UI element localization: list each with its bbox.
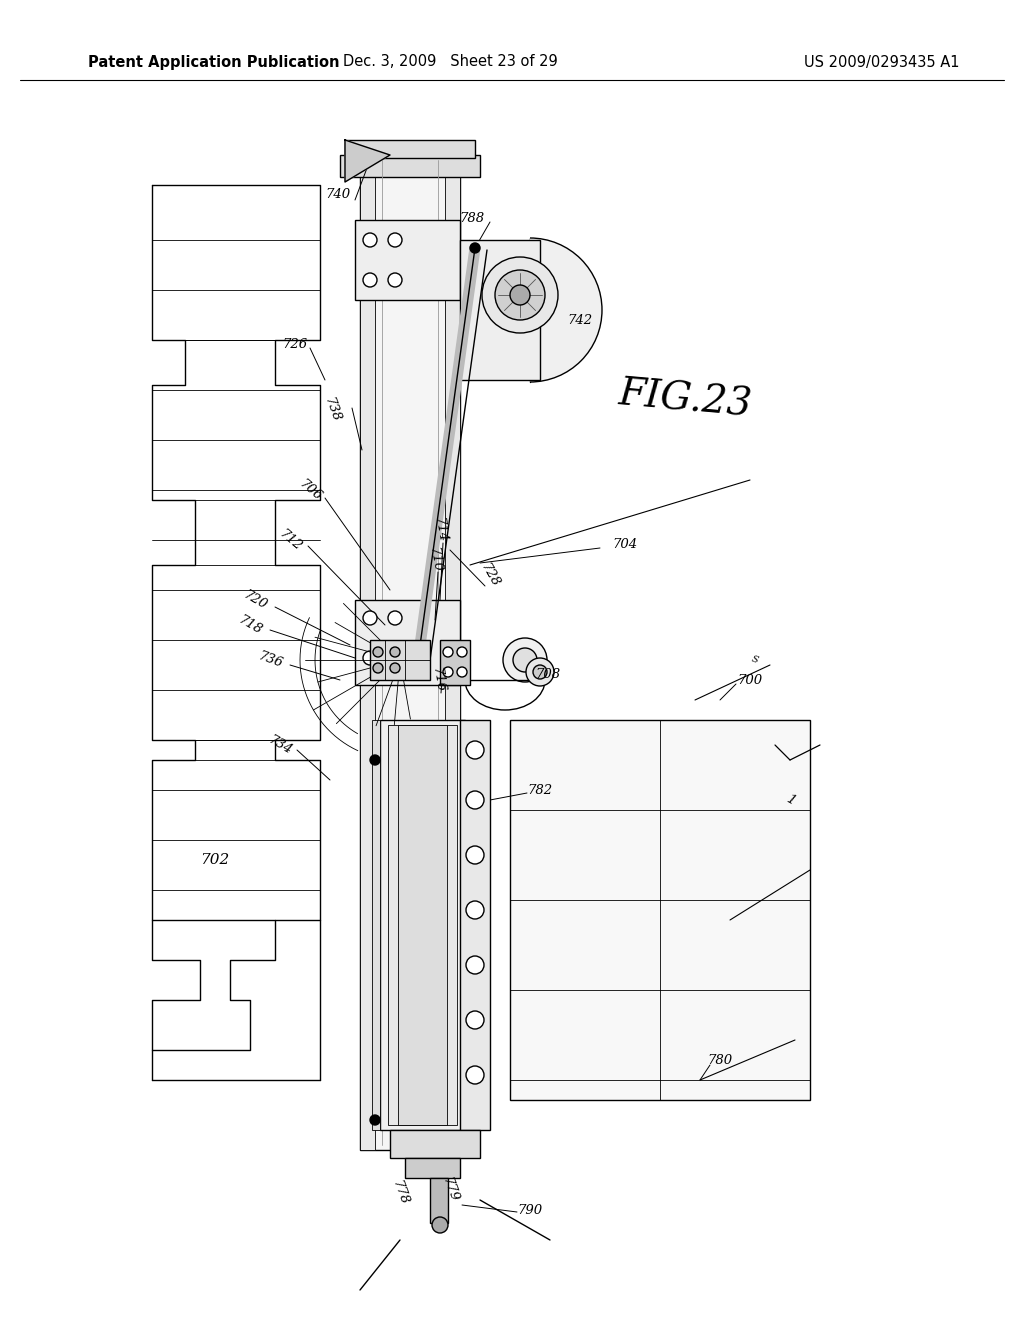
Bar <box>370 640 430 680</box>
Circle shape <box>482 257 558 333</box>
Circle shape <box>526 657 554 686</box>
Bar <box>460 719 490 1130</box>
Text: 728: 728 <box>478 561 502 589</box>
Text: 710: 710 <box>426 546 443 573</box>
Wedge shape <box>530 238 602 381</box>
Text: 712: 712 <box>276 527 304 553</box>
Circle shape <box>432 1217 449 1233</box>
Text: 706: 706 <box>296 477 324 503</box>
Circle shape <box>466 1067 484 1084</box>
Text: 736: 736 <box>256 649 284 671</box>
Circle shape <box>513 648 537 672</box>
Bar <box>388 725 457 1125</box>
Circle shape <box>466 1011 484 1030</box>
Text: 726: 726 <box>283 338 307 351</box>
Circle shape <box>457 647 467 657</box>
Bar <box>430 1177 449 1224</box>
Text: FIG.23: FIG.23 <box>616 376 754 424</box>
Circle shape <box>457 667 467 677</box>
Text: 718: 718 <box>236 612 264 638</box>
Text: US 2009/0293435 A1: US 2009/0293435 A1 <box>805 54 961 70</box>
Text: 704: 704 <box>612 539 638 552</box>
Polygon shape <box>345 140 390 182</box>
Text: 702: 702 <box>201 853 229 867</box>
Text: 742: 742 <box>567 314 593 326</box>
Text: 708: 708 <box>536 668 560 681</box>
Circle shape <box>510 285 530 305</box>
Text: 700: 700 <box>737 673 763 686</box>
Circle shape <box>362 611 377 624</box>
Circle shape <box>390 647 400 657</box>
Bar <box>406 1158 460 1177</box>
Bar <box>380 719 465 1130</box>
Bar <box>355 601 460 685</box>
Circle shape <box>466 846 484 865</box>
Text: 790: 790 <box>517 1204 543 1217</box>
Circle shape <box>388 651 402 665</box>
Text: 782: 782 <box>527 784 553 796</box>
Circle shape <box>388 611 402 624</box>
Text: 738: 738 <box>322 396 342 424</box>
Text: Dec. 3, 2009   Sheet 23 of 29: Dec. 3, 2009 Sheet 23 of 29 <box>343 54 557 70</box>
Bar <box>460 240 540 380</box>
Bar <box>372 719 380 1130</box>
Bar <box>445 154 460 1150</box>
Circle shape <box>470 243 480 253</box>
Circle shape <box>362 651 377 665</box>
Text: 734: 734 <box>266 733 294 756</box>
Bar <box>465 719 473 1130</box>
Text: 778: 778 <box>389 1179 411 1206</box>
Circle shape <box>503 638 547 682</box>
Text: 740: 740 <box>326 189 350 202</box>
Text: 1: 1 <box>783 792 797 808</box>
Circle shape <box>466 902 484 919</box>
Circle shape <box>466 791 484 809</box>
Circle shape <box>388 234 402 247</box>
Bar <box>510 719 810 1100</box>
Circle shape <box>534 665 547 678</box>
Circle shape <box>370 755 380 766</box>
Circle shape <box>443 667 453 677</box>
Circle shape <box>466 741 484 759</box>
Text: 780: 780 <box>708 1053 732 1067</box>
Text: 788: 788 <box>460 211 484 224</box>
Bar <box>345 140 475 158</box>
Bar <box>398 725 447 1125</box>
Bar <box>440 640 470 685</box>
Circle shape <box>495 271 545 319</box>
Circle shape <box>373 647 383 657</box>
Circle shape <box>373 663 383 673</box>
Text: S: S <box>751 655 760 665</box>
Circle shape <box>362 273 377 286</box>
Text: 714: 714 <box>431 516 449 544</box>
Text: 720: 720 <box>241 589 269 612</box>
Circle shape <box>388 273 402 286</box>
Bar <box>390 1130 480 1158</box>
Bar <box>340 154 480 177</box>
Circle shape <box>362 234 377 247</box>
Text: 779: 779 <box>439 1176 461 1204</box>
Bar <box>360 154 375 1150</box>
Text: Patent Application Publication: Patent Application Publication <box>88 54 340 70</box>
Circle shape <box>370 1115 380 1125</box>
Circle shape <box>390 663 400 673</box>
Circle shape <box>443 647 453 657</box>
Bar <box>355 220 460 300</box>
Bar <box>360 154 460 1150</box>
Circle shape <box>466 956 484 974</box>
Text: 716: 716 <box>429 667 446 693</box>
